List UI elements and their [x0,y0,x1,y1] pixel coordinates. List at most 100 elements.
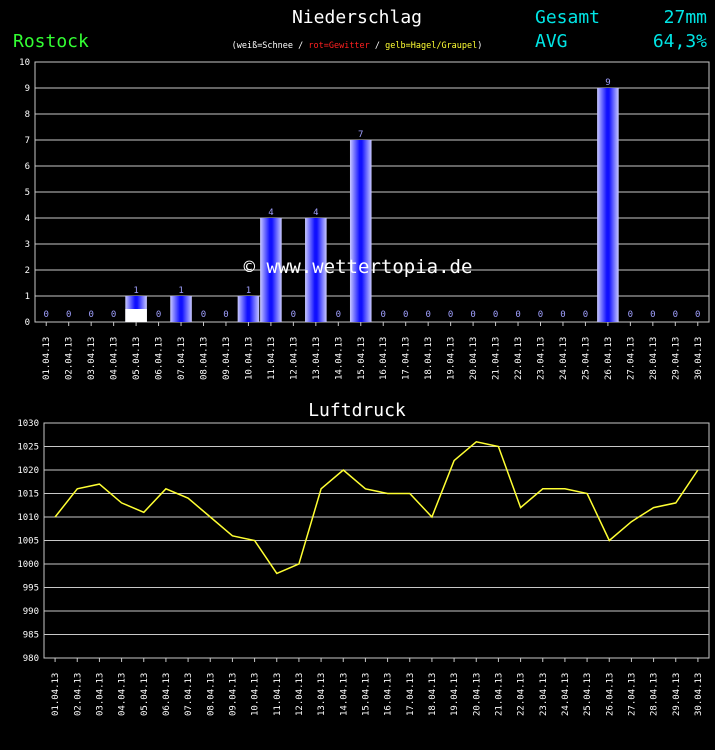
precip-value-label: 0 [111,310,116,320]
color-legend: (weiß=Schnee / rot=Gewitter / gelb=Hagel… [232,41,483,51]
precip-value-label: 1 [246,286,251,296]
precip-value-label: 0 [336,310,341,320]
pressure-x-tick-label: 06.04.13 [162,673,172,716]
pressure-x-tick-label: 29.04.13 [672,673,682,716]
pressure-x-tick-label: 20.04.13 [472,673,482,716]
precip-x-tick-label: 15.04.13 [357,337,367,380]
precip-bar [237,296,260,322]
precip-value-label: 0 [223,310,228,320]
avg-label: AVG [535,31,568,52]
precip-value-label: 0 [470,310,475,320]
precip-x-tick-label: 24.04.13 [559,337,569,380]
precip-x-tick-label: 25.04.13 [581,337,591,380]
precip-x-tick-label: 11.04.13 [267,337,277,380]
pressure-y-tick-label: 1015 [17,490,39,500]
pressure-x-tick-label: 02.04.13 [73,673,83,716]
pressure-y-tick-label: 985 [23,631,39,641]
pressure-x-tick-label: 12.04.13 [295,673,305,716]
precip-value-label: 0 [493,310,498,320]
precip-snow-bar [125,309,147,322]
precip-y-tick-label: 5 [25,188,30,198]
precip-x-tick-label: 21.04.13 [492,337,502,380]
precip-x-tick-label: 05.04.13 [132,337,142,380]
pressure-x-tick-label: 25.04.13 [583,673,593,716]
location-label: Rostock [13,31,89,52]
precip-y-ticks: 0 1 2 3 4 5 6 7 8 9 10 [19,58,30,328]
pressure-x-tick-label: 11.04.13 [273,673,283,716]
pressure-x-tick-label: 17.04.13 [406,673,416,716]
precip-y-tick-label: 9 [25,84,30,94]
legend-sep-2: / [370,41,385,51]
precip-value-label: 0 [88,310,93,320]
pressure-x-tick-label: 21.04.13 [494,673,504,716]
pressure-x-tick-label: 03.04.13 [95,673,105,716]
precip-y-tick-label: 4 [25,214,30,224]
precip-grid [35,87,709,297]
legend-hail: gelb=Hagel/Graupel [385,41,477,51]
precip-value-label: 0 [156,310,161,320]
precip-x-tick-label: 13.04.13 [312,337,322,380]
pressure-y-tick-label: 1000 [17,560,39,570]
precip-x-tick-label: 20.04.13 [469,337,479,380]
precip-bar [305,218,327,322]
precip-value-label: 0 [560,310,565,320]
precip-x-tick-label: 03.04.13 [87,337,97,380]
watermark: © www.wettertopia.de [244,256,473,278]
precip-value-label: 0 [44,310,49,320]
precip-bar [170,296,192,322]
precip-title: Niederschlag [292,7,422,28]
precip-x-tick-label: 26.04.13 [604,337,614,380]
precip-x-tick-label: 02.04.13 [65,337,75,380]
pressure-x-tick-label: 24.04.13 [561,673,571,716]
gesamt-label: Gesamt [535,7,600,28]
precip-x-tick-label: 19.04.13 [447,337,457,380]
precip-value-label: 0 [673,310,678,320]
precip-y-tick-label: 1 [25,292,30,302]
precip-value-label: 9 [605,78,610,88]
precip-x-tick-label: 10.04.13 [244,337,254,380]
precip-x-tick-label: 16.04.13 [379,337,389,380]
precip-value-label: 7 [358,130,363,140]
precip-value-label: 1 [133,286,138,296]
pressure-y-tick-label: 1010 [17,513,39,523]
precip-y-tick-label: 6 [25,162,30,172]
precip-y-tick-label: 0 [25,318,30,328]
precip-x-tick-label: 17.04.13 [402,337,412,380]
precip-y-tick-label: 2 [25,266,30,276]
pressure-y-tick-label: 1005 [17,537,39,547]
precip-value-label: 4 [268,208,273,218]
precip-value-label: 0 [695,310,700,320]
pressure-line [54,440,699,575]
pressure-x-tick-label: 13.04.13 [317,673,327,716]
precip-bar [349,140,372,322]
pressure-y-tick-label: 990 [23,607,39,617]
precip-x-tick-label: 09.04.13 [222,337,232,380]
precip-y-tick-label: 3 [25,240,30,250]
pressure-x-tick-label: 04.04.13 [118,673,128,716]
precip-x-tick-label: 29.04.13 [671,337,681,380]
pressure-y-tick-label: 1030 [17,419,39,429]
gesamt-value: 27mm [664,7,707,28]
pressure-y-ticks: 980 985 990 995 1000 1005 1010 1015 1020 1025 1030 [17,419,39,664]
precip-value-labels: 0 0 0 0 1 0 1 0 0 1 4 0 4 0 7 0 0 0 0 0 0 0 0 0 0 9 0 0 0 0 [44,78,701,320]
precip-x-tick-label: 01.04.13 [42,337,52,380]
precip-bar [260,218,282,322]
pressure-x-tick-label: 08.04.13 [206,673,216,716]
pressure-x-tick-label: 23.04.13 [539,673,549,716]
precip-bar [597,88,619,322]
pressure-x-tick-label: 10.04.13 [251,673,261,716]
legend-sep-1: / [293,41,308,51]
legend-thunder: rot=Gewitter [308,41,369,51]
pressure-x-ticks: 01.04.13 02.04.13 03.04.13 04.04.13 05.04.13… [51,658,704,716]
precip-x-ticks: 01.04.13 02.04.13 03.04.13 04.04.13 05.04.13… [42,322,704,380]
pressure-x-tick-label: 09.04.13 [228,673,238,716]
precip-x-tick-label: 22.04.13 [514,337,524,380]
precip-value-label: 0 [628,310,633,320]
precip-value-label: 0 [291,310,296,320]
pressure-x-tick-label: 14.04.13 [339,673,349,716]
pressure-x-tick-label: 18.04.13 [428,673,438,716]
pressure-y-tick-label: 995 [23,584,39,594]
pressure-x-tick-label: 16.04.13 [384,673,394,716]
precip-value-label: 0 [381,310,386,320]
pressure-x-tick-label: 19.04.13 [450,673,460,716]
